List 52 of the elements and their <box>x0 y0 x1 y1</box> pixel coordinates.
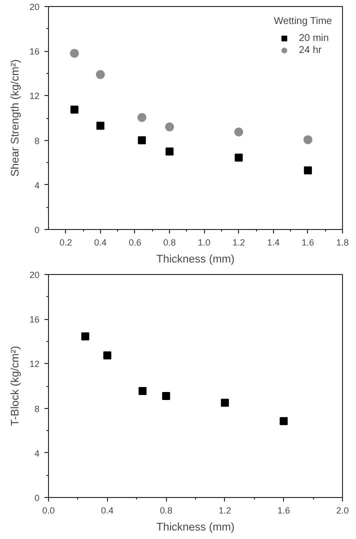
y-tick-label: 16 <box>29 314 40 325</box>
x-tick-label: 2.0 <box>336 506 349 516</box>
x-tick-label: 0.6 <box>128 238 142 248</box>
x-tick-label: 0.4 <box>94 238 107 248</box>
y-tick-label: 16 <box>29 46 40 57</box>
y-tick-label: 0 <box>34 225 40 235</box>
point <box>96 70 105 80</box>
y-tick-label: 12 <box>29 359 40 370</box>
y-tick-label: 8 <box>34 404 40 414</box>
x-tick-label: 1.0 <box>198 238 210 248</box>
point <box>81 332 90 340</box>
point <box>96 122 104 130</box>
x-axis-title: Thickness (mm) <box>156 254 235 266</box>
y-tick-label: 20 <box>29 2 40 12</box>
x-tick-label: 1.8 <box>336 238 349 248</box>
x-tick-label: 0.0 <box>42 506 55 516</box>
y-tick-label: 8 <box>34 136 40 146</box>
y-axis-title: T-Block (kg/cm²) <box>9 346 22 426</box>
legend-label: 24 hr <box>298 44 322 56</box>
y-tick-label: 4 <box>34 448 40 458</box>
point <box>103 351 112 360</box>
x-tick-label: 0.2 <box>60 238 72 248</box>
y-tick-label: 4 <box>34 180 40 190</box>
point <box>304 166 312 174</box>
x-tick-label: 1.2 <box>232 238 245 248</box>
x-tick-label: 0.8 <box>163 238 176 248</box>
point <box>220 398 229 407</box>
legend-label: 20 min <box>298 32 329 44</box>
point <box>162 392 170 400</box>
point <box>234 154 243 162</box>
point <box>70 106 78 114</box>
point <box>166 147 174 156</box>
legend-title: Wetting Time <box>274 16 332 27</box>
x-tick-label: 1.6 <box>302 238 314 248</box>
x-tick-label: 1.4 <box>267 238 280 248</box>
y-tick-label: 20 <box>29 270 40 280</box>
point <box>303 135 312 144</box>
point <box>138 387 147 396</box>
x-tick-label: 1.2 <box>218 506 232 516</box>
point <box>165 122 174 132</box>
y-tick-label: 0 <box>34 493 40 503</box>
y-axis-title: Shear Strength (kg/cm²) <box>9 59 22 177</box>
point <box>70 48 79 58</box>
point <box>234 127 244 136</box>
point <box>137 112 146 122</box>
x-tick-label: 0.4 <box>101 506 114 516</box>
point <box>280 417 288 426</box>
x-tick-label: 1.6 <box>277 506 290 516</box>
x-tick-label: 0.8 <box>160 506 172 516</box>
x-axis-title: Thickness (mm) <box>156 522 235 534</box>
y-tick-label: 12 <box>29 91 40 102</box>
point <box>138 136 146 144</box>
